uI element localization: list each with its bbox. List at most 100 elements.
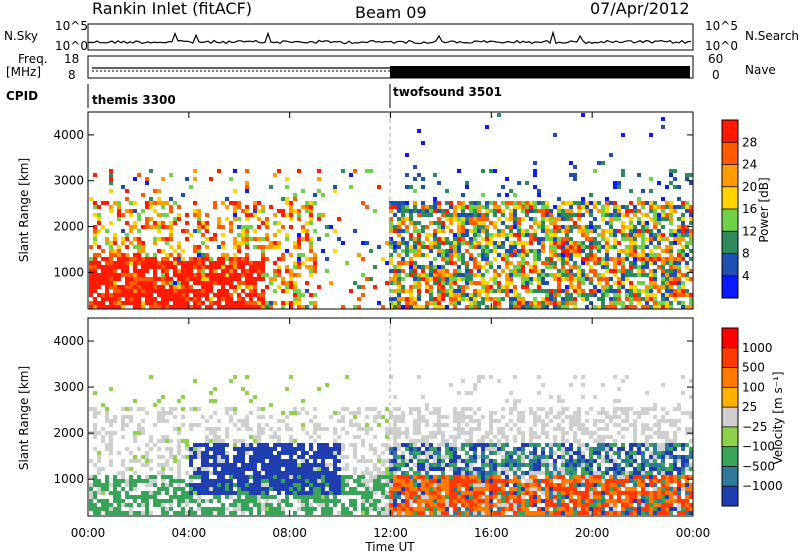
power-panel-cell (245, 305, 249, 309)
power-panel-cell (241, 269, 245, 273)
velocity-panel-cell (469, 479, 473, 483)
power-panel-cell (233, 169, 237, 173)
power-panel-cell (237, 261, 241, 265)
velocity-panel-cell (433, 475, 437, 479)
velocity-panel-cell (565, 479, 569, 483)
power-panel-cell (149, 205, 153, 209)
velocity-panel-cell (237, 439, 241, 443)
power-panel-cell (361, 241, 365, 245)
velocity-panel-cell (469, 495, 473, 499)
power-panel-cell (521, 281, 525, 285)
velocity-panel-cell (161, 471, 165, 475)
power-panel-cell (137, 241, 141, 245)
velocity-panel-cell (421, 503, 425, 507)
power-panel-cell (689, 213, 693, 217)
velocity-panel-cell (197, 455, 201, 459)
power-panel-cell (493, 281, 497, 285)
velocity-panel-cell (189, 423, 193, 427)
velocity-panel-cell (397, 491, 401, 495)
power-panel-cell (525, 249, 529, 253)
power-panel-cell (533, 217, 537, 221)
power-panel-cell (113, 201, 117, 205)
velocity-panel-cell (549, 495, 553, 499)
velocity-panel-cell (493, 487, 497, 491)
velocity-panel-cell (513, 439, 517, 443)
velocity-panel-cell (589, 503, 593, 507)
velocity-panel-cell (609, 495, 613, 499)
velocity-panel-cell (445, 439, 449, 443)
velocity-panel-cell (141, 491, 145, 495)
velocity-panel-cell (565, 463, 569, 467)
velocity-panel-cell (221, 447, 225, 451)
velocity-panel-cell (217, 475, 221, 479)
power-panel-cell (517, 273, 521, 277)
power-panel-cell (621, 221, 625, 225)
power-panel-cell (677, 217, 681, 221)
power-panel-cell (673, 169, 677, 173)
power-panel-cell (469, 293, 473, 297)
velocity-panel-cell (205, 439, 209, 443)
velocity-panel-cell (149, 479, 153, 483)
power-panel-cell (625, 209, 629, 213)
power-panel-cell (93, 253, 97, 257)
power-panel-cell (593, 269, 597, 273)
velocity-panel-cell (549, 447, 553, 451)
power-panel-cell (441, 209, 445, 213)
velocity-panel-cell (561, 451, 565, 455)
power-panel-cell (129, 277, 133, 281)
velocity-panel-cell (417, 499, 421, 503)
velocity-panel-cell (165, 511, 169, 515)
power-panel-cell (165, 257, 169, 261)
power-panel-cell (329, 281, 333, 285)
power-panel-cell (177, 213, 181, 217)
power-panel-cell (249, 285, 253, 289)
velocity-panel-cell (397, 475, 401, 479)
velocity-panel-cell (341, 447, 345, 451)
power-panel-cell (629, 241, 633, 245)
velocity-panel-cell (161, 419, 165, 423)
power-panel-cell (225, 281, 229, 285)
power-panel-cell (177, 285, 181, 289)
velocity-panel-cell (241, 467, 245, 471)
power-panel-cell (233, 277, 237, 281)
power-panel-cell (597, 161, 601, 165)
power-panel-cell (305, 205, 309, 209)
velocity-panel-cell (369, 491, 373, 495)
velocity-panel-cell (453, 479, 457, 483)
velocity-panel-cell (581, 471, 585, 475)
power-panel-cell (117, 273, 121, 277)
power-panel-cell (477, 201, 481, 205)
power-panel-cell (509, 233, 513, 237)
velocity-panel-cell (537, 507, 541, 511)
power-panel-cell (645, 273, 649, 277)
power-panel-cell (409, 245, 413, 249)
power-panel-cell (581, 113, 585, 117)
velocity-panel-cell (137, 459, 141, 463)
velocity-panel-cell (309, 467, 313, 471)
velocity-panel-cell (417, 423, 421, 427)
power-panel-cell (521, 301, 525, 305)
power-panel-cell (513, 209, 517, 213)
power-panel-cell (181, 261, 185, 265)
velocity-panel-cell (349, 475, 353, 479)
power-panel-cell (413, 241, 417, 245)
velocity-panel-cell (573, 435, 577, 439)
power-panel-cell (557, 257, 561, 261)
velocity-panel-cell (165, 499, 169, 503)
velocity-panel-cell (313, 459, 317, 463)
power-panel-cell (217, 245, 221, 249)
velocity-panel-cell (401, 491, 405, 495)
velocity-panel-cell (341, 455, 345, 459)
power-panel-cell (545, 213, 549, 217)
velocity-panel-cell (437, 483, 441, 487)
power-panel-cell (649, 257, 653, 261)
velocity-panel-cell (501, 459, 505, 463)
power-panel-cell (237, 273, 241, 277)
velocity-panel-cell (525, 479, 529, 483)
power-panel-cell (645, 301, 649, 305)
velocity-panel-cell (309, 507, 313, 511)
velocity-panel-cell (405, 471, 409, 475)
velocity-panel-cell (625, 503, 629, 507)
velocity-panel-cell (93, 447, 97, 451)
power-panel-cell (209, 285, 213, 289)
